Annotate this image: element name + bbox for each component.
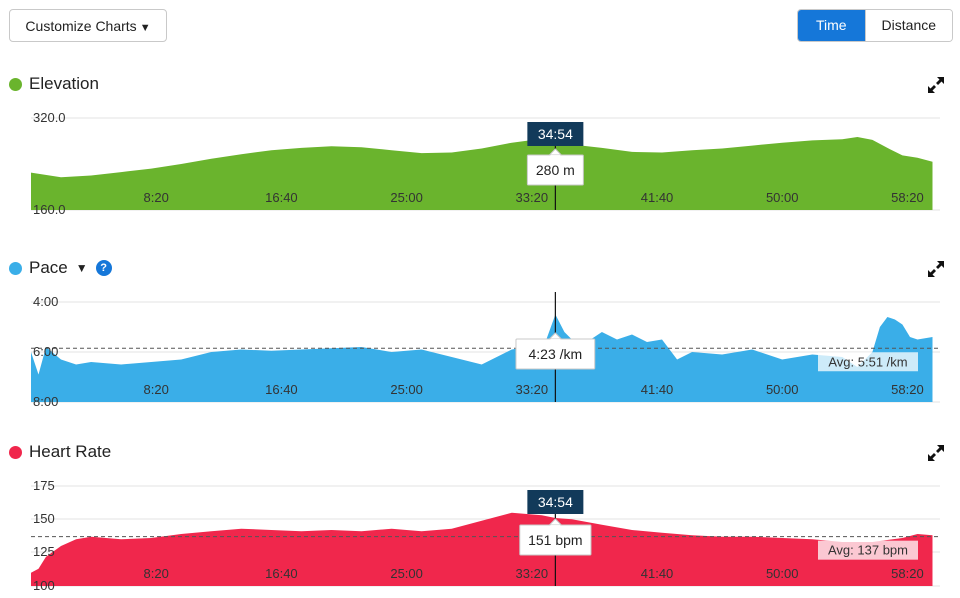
x-tick-label: 50:00 [766,566,799,581]
x-tick-label: 50:00 [766,190,799,205]
x-tick-label: 25:00 [390,566,423,581]
cursor-time-bg [527,490,584,514]
pace-title: Pace [29,258,68,277]
x-tick-label: 58:20 [891,566,924,581]
help-icon[interactable]: ? [95,260,112,276]
time-distance-toggle: Time Distance [797,9,953,42]
average-label: Avg: 137 bpm [818,540,918,560]
toolbar: Customize Charts ▼ Time Distance [0,0,960,52]
x-tick-label: 25:00 [390,190,423,205]
heart-rate-title: Heart Rate [29,442,112,461]
x-tick-label: 16:40 [265,382,298,397]
cursor-value-tooltip: 4:23 /km [515,332,596,370]
x-tick-label: 33:20 [516,566,549,581]
elevation-title: Elevation [29,74,99,93]
cursor-value-bg [519,524,592,556]
x-tick-label: 8:20 [144,566,169,581]
y-axis-label: 6:00 [33,344,58,359]
elevation-dot-icon [9,77,22,91]
cursor-value-tooltip: 280 m [526,148,584,186]
pace-dot-icon [9,261,22,275]
heart-rate-dot-icon [9,445,22,459]
elevation-header: Elevation [9,74,99,94]
average-label-bg [818,540,918,560]
heart-rate-header: Heart Rate [9,442,111,462]
expand-icon[interactable] [927,76,945,94]
x-tick-label: 33:20 [516,382,549,397]
x-tick-label: 50:00 [766,382,799,397]
x-tick-label: 41:40 [641,566,674,581]
cursor-time-tooltip: 34:54 [527,122,584,146]
expand-icon[interactable] [927,260,945,278]
x-tick-label: 8:20 [144,382,169,397]
x-tick-label: 41:40 [641,190,674,205]
heart-rate-chart[interactable]: 175 150 125 100 8:20 16:40 25:00 33:20 41:40 50:0… [0,476,960,594]
cursor-value-bg [526,154,584,186]
average-label-bg [818,352,918,372]
elevation-area-series [31,137,933,210]
y-axis-label: 160.0 [33,202,66,216]
y-axis-label: 8:00 [33,394,58,408]
x-tick-label: 33:20 [516,190,549,205]
pace-header: Pace ▼ ? [9,258,112,278]
x-tick-label: 58:20 [891,190,924,205]
x-tick-label: 25:00 [390,382,423,397]
x-tick-label: 16:40 [265,190,298,205]
y-axis-label: 4:00 [33,294,58,309]
cursor-time-bg [527,122,584,146]
y-axis-label: 125 [33,544,55,559]
y-axis-label: 320.0 [33,110,66,125]
customize-charts-button[interactable]: Customize Charts ▼ [9,9,167,42]
heart-rate-area-series [31,512,933,586]
customize-charts-label: Customize Charts [25,18,137,34]
time-button[interactable]: Time [798,10,865,41]
x-tick-label: 16:40 [265,566,298,581]
pace-area-series [31,314,933,402]
pace-dropdown-caret-icon[interactable]: ▼ [75,261,88,275]
distance-button[interactable]: Distance [864,10,952,41]
cursor-time-text: 34:54 [538,126,573,142]
x-tick-label: 8:20 [144,190,169,205]
cursor-value-text: 151 bpm [528,532,582,548]
cursor-time-text: 34:54 [538,494,573,510]
caret-down-icon: ▼ [139,22,151,34]
y-axis-label: 100 [33,578,55,593]
cursor-time-tooltip: 34:54 [527,490,584,514]
expand-icon[interactable] [927,444,945,462]
y-axis-label: 150 [33,511,55,526]
elevation-chart[interactable]: 320.0 160.0 8:20 16:40 25:00 33:20 41:40 50:00 5… [0,108,960,216]
cursor-value-tooltip: 151 bpm [519,518,592,556]
average-label-text: Avg: 5:51 /km [828,354,907,369]
cursor-value-bg [515,338,596,370]
average-label-text: Avg: 137 bpm [828,543,908,558]
cursor-value-text: 280 m [536,162,575,178]
x-tick-label: 58:20 [891,382,924,397]
cursor-value-text: 4:23 /km [529,346,583,362]
x-tick-label: 41:40 [641,382,674,397]
average-label: Avg: 5:51 /km [818,352,918,372]
y-axis-label: 175 [33,478,55,493]
pace-chart[interactable]: 4:00 6:00 8:00 8:20 16:40 25:00 33:20 41:40 50:0… [0,292,960,408]
